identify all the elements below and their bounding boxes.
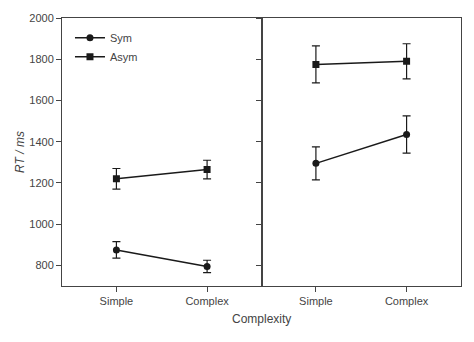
svg-text:Complexity: Complexity — [232, 312, 291, 326]
svg-text:1800: 1800 — [29, 53, 53, 65]
svg-text:Sym: Sym — [110, 32, 132, 44]
svg-text:2000: 2000 — [29, 12, 53, 24]
svg-text:Complex: Complex — [185, 295, 229, 307]
svg-text:Simple: Simple — [100, 295, 134, 307]
svg-text:Complex: Complex — [385, 295, 429, 307]
svg-text:1000: 1000 — [29, 218, 53, 230]
svg-text:RT / ms: RT / ms — [13, 131, 27, 173]
svg-text:1600: 1600 — [29, 94, 53, 106]
svg-text:1400: 1400 — [29, 136, 53, 148]
svg-text:800: 800 — [35, 259, 53, 271]
svg-text:1200: 1200 — [29, 177, 53, 189]
svg-text:Asym: Asym — [110, 51, 138, 63]
svg-text:Simple: Simple — [299, 295, 333, 307]
